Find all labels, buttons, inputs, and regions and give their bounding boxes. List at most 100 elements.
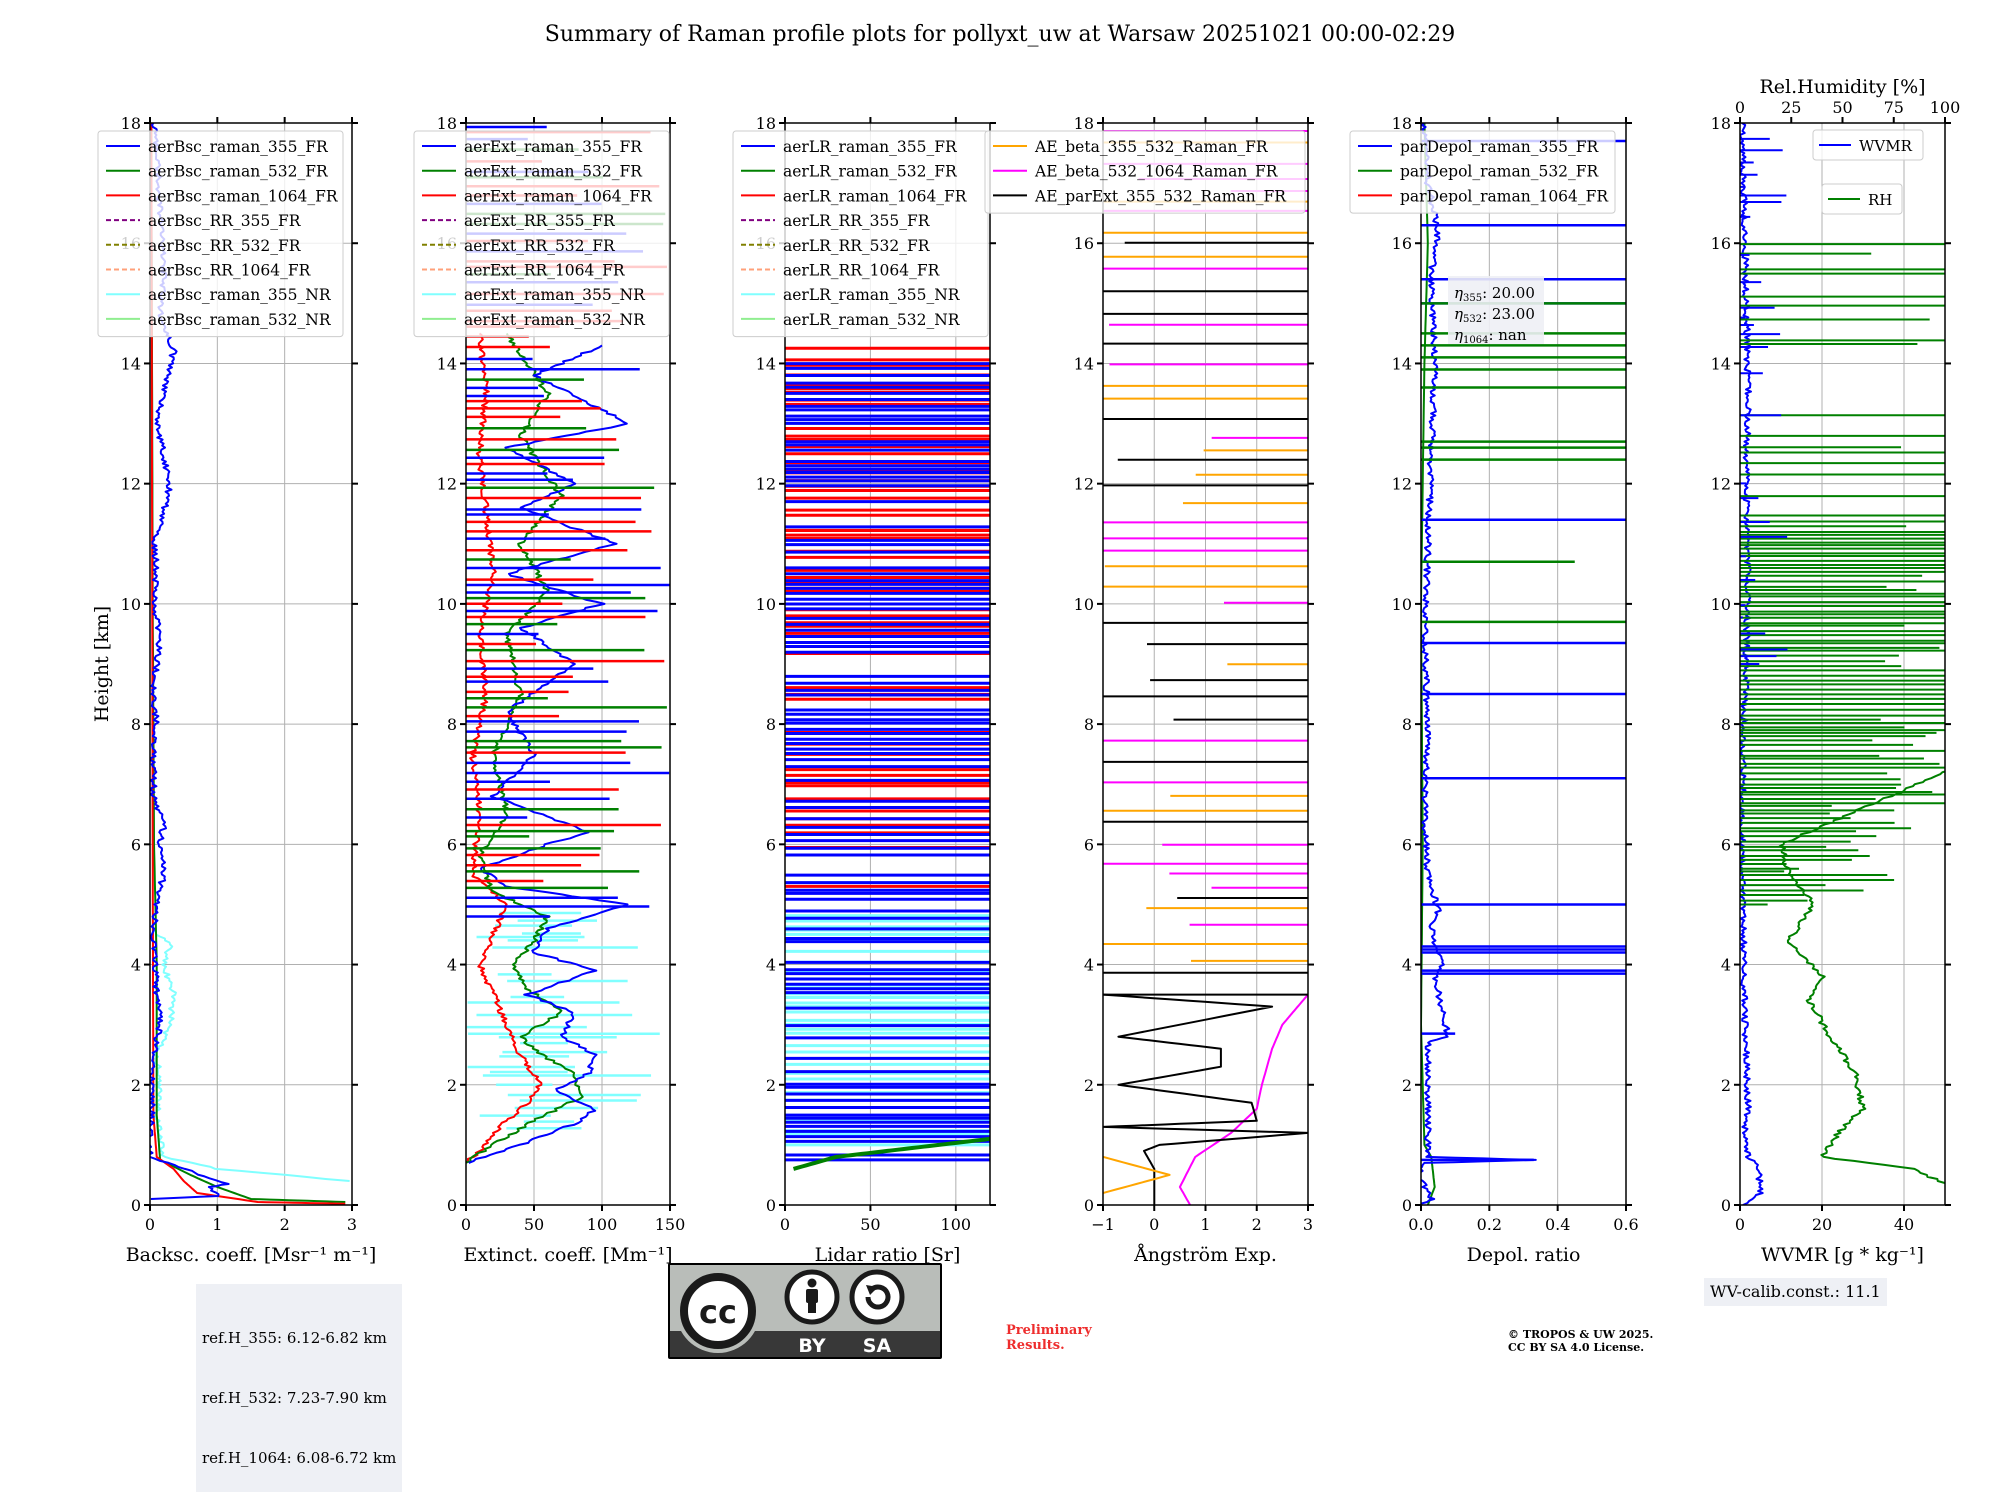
x-tick-label: 1 [1200, 1215, 1210, 1234]
ticks [1734, 122, 1951, 1211]
ticks [1415, 117, 1632, 1211]
legend-label: aerBsc_raman_532_FR [148, 163, 329, 181]
legend-label: aerExt_RR_1064_FR [464, 262, 626, 280]
ref-height-355: ref.H_355: 6.12-6.82 km [202, 1329, 387, 1347]
svg-text:cc: cc [699, 1293, 737, 1331]
legend-label: aerLR_RR_1064_FR [783, 262, 941, 280]
x2-tick-label: 50 [1832, 98, 1852, 117]
y-tick-label: 8 [1084, 715, 1094, 734]
x-tick-label: 2 [280, 1215, 290, 1234]
y-tick-label: 4 [766, 956, 776, 975]
ref-height-532: ref.H_532: 7.23-7.90 km [202, 1389, 387, 1407]
legend-label: aerExt_RR_532_FR [464, 237, 616, 255]
x-tick-label: 1 [212, 1215, 222, 1234]
x2-tick-label: 75 [1884, 98, 1904, 117]
y-tick-label: 14 [756, 354, 776, 373]
legend-box [413, 130, 670, 338]
legend-label: AE_parExt_355_532_Raman_FR [1034, 187, 1287, 205]
grid [1739, 122, 1945, 1206]
y-tick-label: 6 [766, 835, 776, 854]
legend-label: aerExt_raman_355_NR [464, 286, 646, 304]
x-tick-label: 150 [655, 1215, 686, 1234]
y-tick-label: 14 [121, 354, 141, 373]
preliminary-note: Preliminary Results. [1006, 1323, 1092, 1353]
y-tick-label: 18 [756, 114, 776, 133]
series-aerLR_raman_355_NR [785, 914, 990, 1147]
y-tick-label: 6 [447, 835, 457, 854]
y-tick-label: 2 [1084, 1076, 1094, 1095]
legend-label: aerLR_RR_355_FR [783, 212, 931, 230]
y-tick-label: 12 [1074, 475, 1094, 494]
legend-label: WVMR [1859, 137, 1913, 155]
panel-backscatter: 0246810121416180123Backsc. coeff. [Msr⁻¹… [91, 114, 376, 1266]
y-tick-label: 8 [447, 715, 457, 734]
x-tick-label: 3 [347, 1215, 357, 1234]
axes-frame [1420, 122, 1627, 1206]
y-tick-label: 2 [766, 1076, 776, 1095]
series-aerLR_raman_355_FR [785, 362, 990, 1162]
x-tick-label: 0 [145, 1215, 155, 1234]
share-alike-icon [849, 1269, 905, 1325]
eta-annotation: η1064: nan [1454, 326, 1527, 346]
x-tick-label: 0 [1149, 1215, 1159, 1234]
legend-label: aerLR_raman_532_FR [783, 163, 958, 181]
y-tick-label: 14 [437, 354, 457, 373]
legend-label: aerBsc_raman_355_FR [148, 138, 329, 156]
y-tick-label: 10 [437, 595, 457, 614]
x2-tick-label: 25 [1781, 98, 1801, 117]
x-tick-label: 50 [860, 1215, 880, 1234]
axes-frame [465, 122, 671, 1206]
ticks [1097, 117, 1314, 1211]
y-tick-label: 8 [1721, 715, 1731, 734]
y-tick-label: 12 [756, 475, 776, 494]
legend-label: aerLR_RR_532_FR [783, 237, 931, 255]
series-AE_beta_532_1064_Raman_FR [1178, 993, 1308, 1205]
legend-box-wvmr [1812, 129, 1924, 161]
ticks [460, 117, 676, 1211]
x-tick-label: 0 [1735, 1215, 1745, 1234]
legend-label: aerBsc_RR_532_FR [148, 237, 302, 255]
y-tick-label: 16 [1074, 234, 1094, 253]
y-tick-label: 12 [437, 475, 457, 494]
ref-height-1064: ref.H_1064: 6.08-6.72 km [202, 1449, 397, 1467]
legend-label: aerLR_raman_355_FR [783, 138, 958, 156]
legend-label: AE_beta_355_532_Raman_FR [1034, 138, 1269, 156]
legend-label: parDepol_raman_532_FR [1400, 163, 1600, 181]
x-tick-label: 40 [1894, 1215, 1914, 1234]
x-tick-label: 50 [524, 1215, 544, 1234]
legend-label: aerBsc_RR_355_FR [148, 212, 302, 230]
x-tick-label: 3 [1303, 1215, 1313, 1234]
axes-frame [1739, 122, 1946, 1206]
y-tick-label: 10 [756, 595, 776, 614]
x-axis-label: WVMR [g * kg⁻¹] [1761, 1244, 1924, 1266]
legend: aerBsc_raman_355_FR aerBsc_raman_532_FRae… [97, 130, 344, 338]
panel-lidar_ratio: 024681012141618050100Lidar ratio [Sr]aer… [732, 114, 996, 1266]
x-tick-label: −1 [1091, 1215, 1115, 1234]
legend-label: aerBsc_raman_532_NR [148, 311, 332, 329]
x-tick-label: 20 [1812, 1215, 1832, 1234]
x2-tick-label: 0 [1735, 98, 1745, 117]
x-tick-label: 2 [1252, 1215, 1262, 1234]
axes-frame [149, 122, 353, 1206]
legend-box [97, 130, 344, 338]
copyright-line-2: CC BY SA 4.0 License. [1508, 1341, 1645, 1354]
preliminary-line-2: Results. [1006, 1338, 1065, 1353]
x-tick-label: 0 [780, 1215, 790, 1234]
legend: parDepol_raman_355_FR parDepol_raman_532_… [1349, 130, 1616, 214]
y-tick-label: 2 [1402, 1076, 1412, 1095]
y-tick-label: 18 [1711, 114, 1731, 133]
y-tick-label: 0 [766, 1196, 776, 1215]
plot-area [785, 346, 990, 1171]
y-tick-label: 18 [1074, 114, 1094, 133]
y-tick-label: 8 [766, 715, 776, 734]
legend-label: parDepol_raman_355_FR [1400, 138, 1600, 156]
x-tick-label: 100 [587, 1215, 618, 1234]
legend-label: aerLR_raman_1064_FR [783, 187, 968, 205]
x-tick-label: 100 [941, 1215, 972, 1234]
y-tick-label: 12 [1392, 475, 1412, 494]
copyright-note: © TROPOS & UW 2025. CC BY SA 4.0 License… [1508, 1328, 1653, 1354]
legend-label: aerBsc_RR_1064_FR [148, 262, 312, 280]
